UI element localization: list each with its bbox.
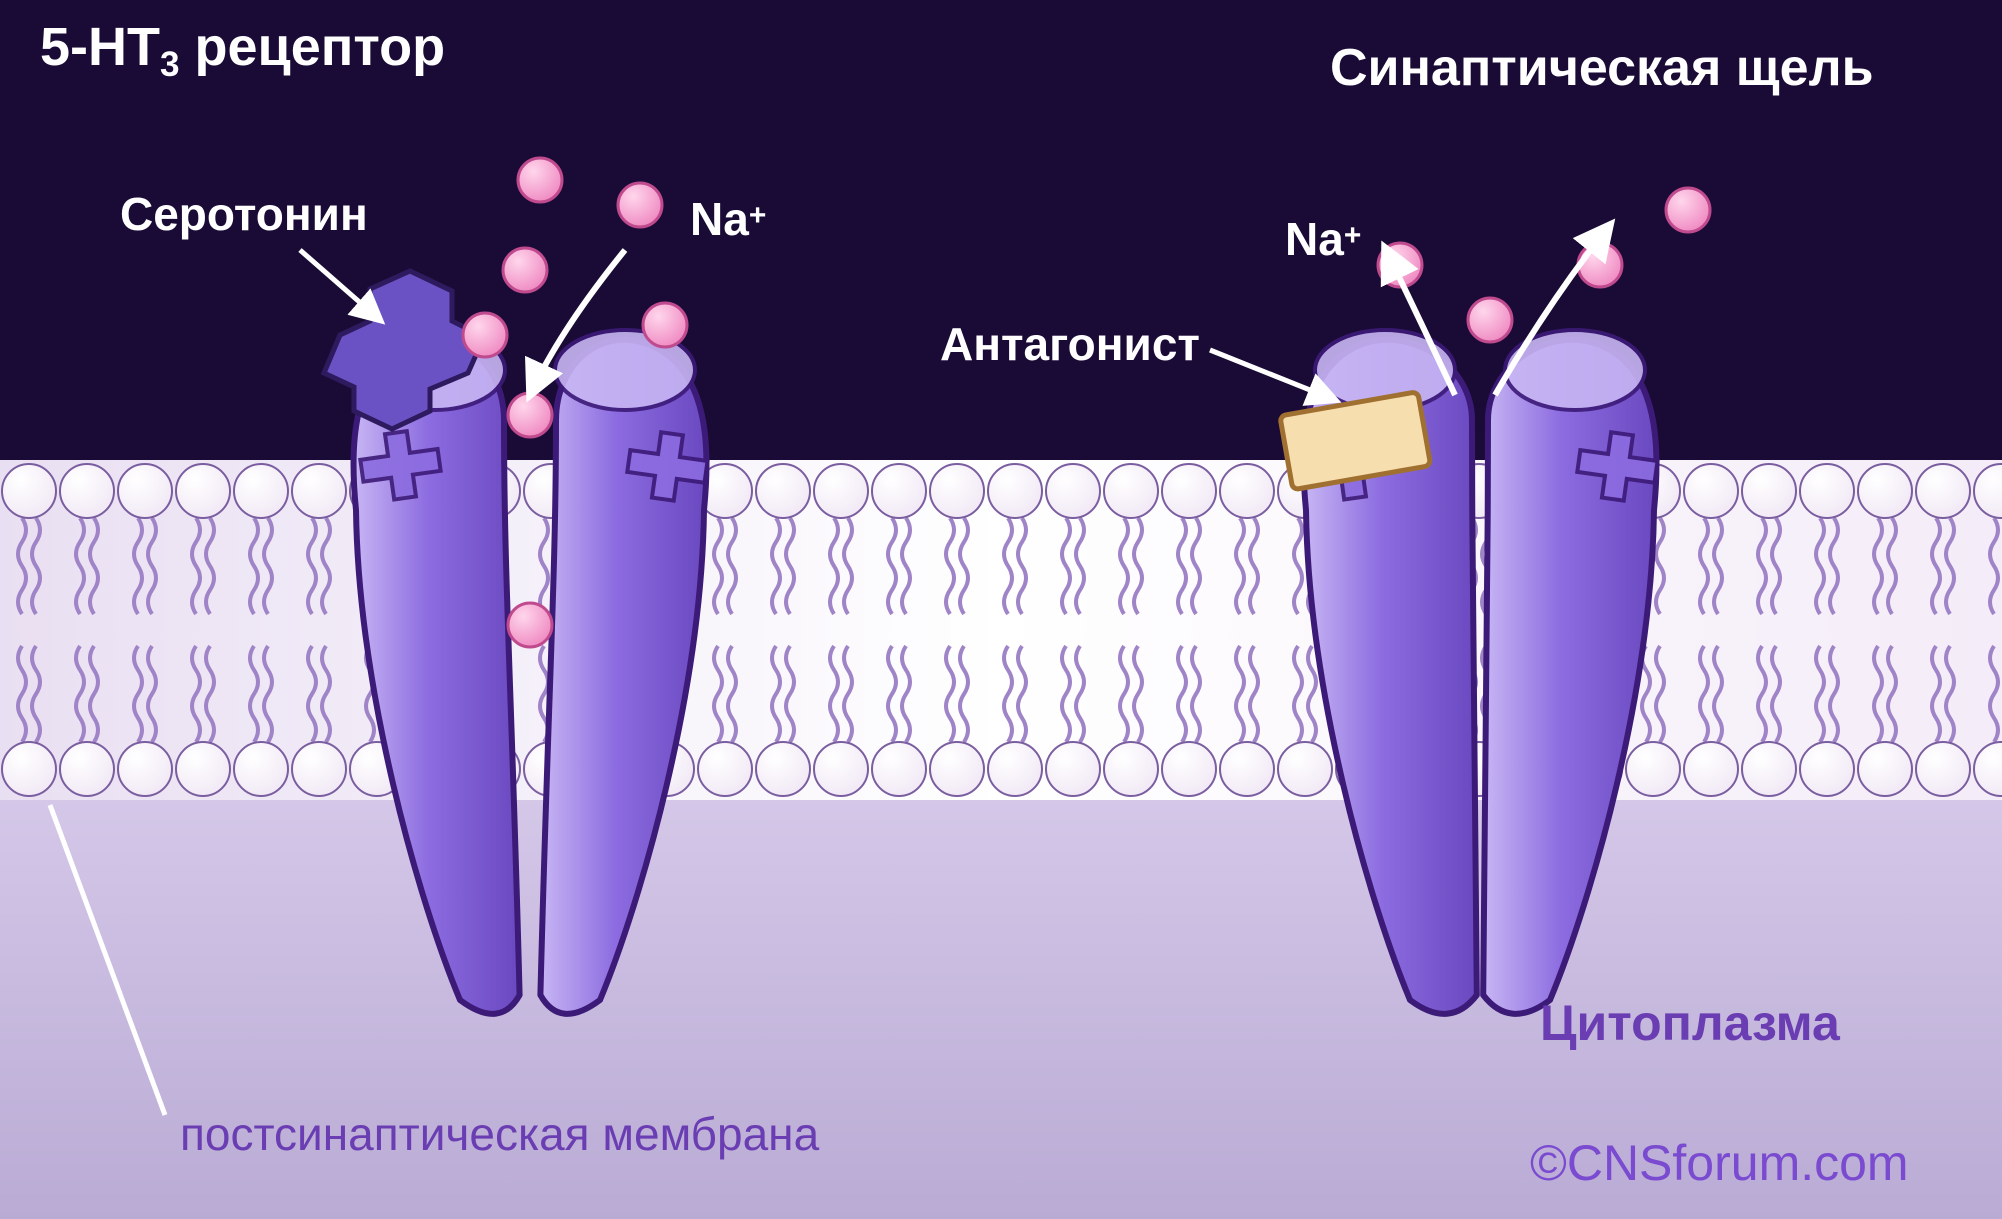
- label-serotonin: Серотонин: [120, 188, 368, 240]
- label-cytoplasm: Цитоплазма: [1540, 995, 1841, 1051]
- sodium-ion: [503, 248, 547, 292]
- sodium-ion: [1468, 298, 1512, 342]
- sodium-ion: [643, 303, 687, 347]
- title-label: 5-HT3 рецептор: [40, 17, 445, 84]
- sodium-ion: [618, 183, 662, 227]
- sodium-ion: [463, 313, 507, 357]
- sodium-ion-in-channel: [508, 393, 552, 437]
- label-antagonist: Антагонист: [940, 318, 1200, 370]
- sodium-ion-in-channel: [508, 603, 552, 647]
- sodium-ion: [518, 158, 562, 202]
- sodium-ion: [1666, 188, 1710, 232]
- label-copyright: ©CNSforum.com: [1530, 1135, 1909, 1191]
- label-synaptic-cleft: Синаптическая щель: [1330, 39, 1874, 97]
- sodium-ion: [1578, 243, 1622, 287]
- label-postsynaptic: постсинаптическая мембрана: [180, 1108, 820, 1160]
